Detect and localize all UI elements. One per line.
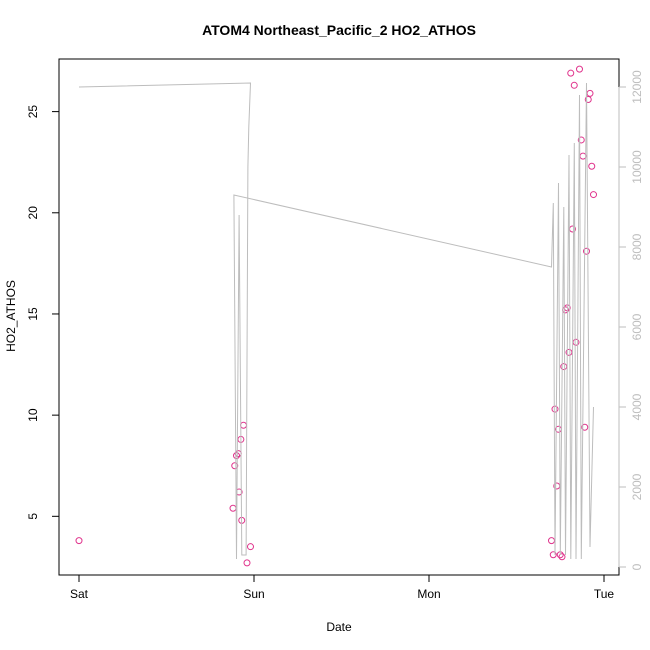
data-point: [548, 537, 555, 545]
y-axis-title: HO2_ATHOS: [4, 280, 18, 352]
y-left-tick-label: 25: [26, 105, 40, 119]
data-point: [579, 152, 587, 160]
data-point: [583, 247, 590, 255]
data-point: [229, 504, 237, 512]
data-point: [247, 543, 254, 551]
data-point: [584, 95, 592, 103]
plot-frame: [58, 58, 620, 576]
data-point: [560, 363, 568, 371]
y-right-tick-label: 4000: [630, 393, 644, 420]
data-point: [577, 136, 585, 144]
x-tick-label: Sat: [70, 587, 89, 601]
axis-layer: Sat Sun Mon Tue 5 10 15 20 25 0 2000 4000 6000 8000 10…: [26, 70, 644, 601]
y-right-tick-label: 8000: [630, 233, 644, 260]
data-point: [558, 553, 566, 561]
data-point: [549, 551, 557, 559]
data-point: [576, 65, 583, 73]
data-point: [233, 452, 240, 460]
data-point: [565, 348, 573, 356]
y-left-tick-label: 15: [26, 307, 40, 321]
data-point: [240, 421, 247, 429]
y-right-tick-label: 2000: [630, 473, 644, 500]
y-right-tick-label: 0: [630, 563, 644, 570]
y-right-tick-label: 12000: [630, 70, 644, 104]
x-axis-title: Date: [326, 620, 352, 634]
data-point: [231, 462, 239, 470]
data-point: [586, 89, 594, 97]
data-point: [588, 162, 596, 170]
data-point: [551, 405, 559, 413]
y-right-tick-label: 6000: [630, 313, 644, 340]
y-left-tick-label: 20: [26, 206, 40, 220]
y-right-tick-label: 10000: [630, 150, 644, 184]
series-line: [78, 82, 594, 560]
data-point: [581, 423, 589, 431]
x-tick-label: Tue: [594, 587, 615, 601]
y-left-tick-label: 5: [26, 513, 40, 520]
series-layer: [75, 65, 597, 567]
data-point: [590, 191, 597, 199]
x-tick-label: Mon: [417, 587, 440, 601]
data-point: [75, 537, 83, 545]
data-point: [567, 69, 575, 77]
data-point: [243, 559, 251, 567]
data-point: [570, 81, 578, 89]
chart-title: ATOM4 Northeast_Pacific_2 HO2_ATHOS: [202, 22, 476, 38]
y-left-tick-label: 10: [26, 408, 40, 422]
x-tick-label: Sun: [243, 587, 264, 601]
